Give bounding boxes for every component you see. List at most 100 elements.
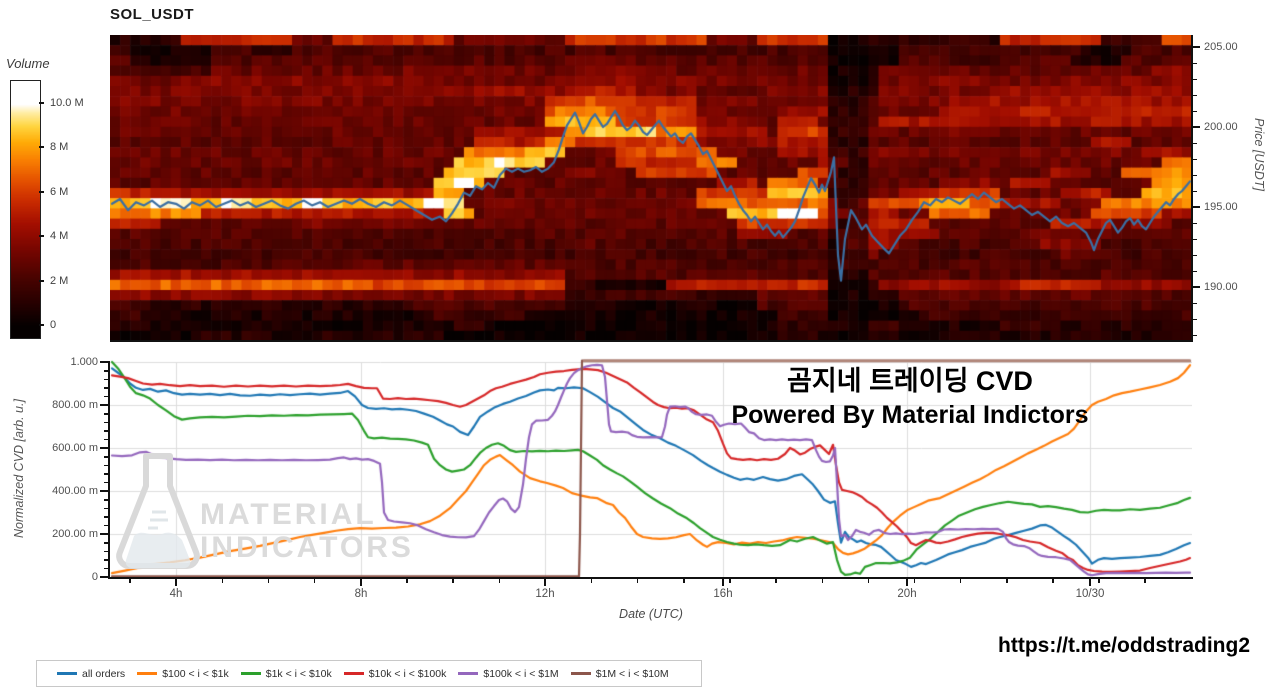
overlay-text: 곰지네 트레이딩 CVD Powered By Material Indicto… bbox=[650, 364, 1170, 432]
x-minor-tick bbox=[267, 579, 270, 583]
overlay-subtitle: Powered By Material Indictors bbox=[731, 401, 1089, 429]
cvd-minor-tick bbox=[104, 438, 108, 441]
colorbar-tick bbox=[39, 280, 44, 282]
price-minor-tick bbox=[1193, 110, 1197, 112]
price-minor-tick bbox=[1193, 318, 1197, 320]
legend-swatch bbox=[57, 672, 77, 675]
legend-item: $100 < i < $1k bbox=[137, 668, 229, 680]
watermark-line2: INDICATORS bbox=[200, 531, 414, 564]
price-minor-tick bbox=[1193, 142, 1197, 144]
x-minor-tick bbox=[1144, 579, 1146, 583]
volume-tick-label: 2 M bbox=[50, 275, 69, 287]
watermark-line1: MATERIAL bbox=[200, 498, 377, 531]
watermark-text: MATERIAL INDICATORS bbox=[200, 498, 414, 564]
x-minor-tick bbox=[729, 579, 731, 583]
legend-item: $1M < i < $10M bbox=[570, 668, 669, 680]
x-minor-tick bbox=[129, 579, 131, 583]
price-minor-tick bbox=[1193, 222, 1197, 224]
volume-tick-label: 4 M bbox=[50, 230, 69, 242]
cvd-axis-label: Normalized CVD [arb. u.] bbox=[12, 399, 26, 539]
x-tick-label: 10/30 bbox=[1075, 588, 1105, 600]
price-minor-tick bbox=[1193, 62, 1197, 64]
cvd-minor-tick bbox=[104, 542, 108, 544]
x-tick-label: 4h bbox=[169, 588, 183, 600]
legend-label: $10k < i < $100k bbox=[368, 667, 447, 680]
colorbar-tick bbox=[39, 235, 44, 237]
cvd-minor-tick bbox=[104, 421, 108, 424]
x-tick-label: 8h bbox=[354, 588, 368, 600]
cvd-major-tick bbox=[100, 447, 108, 449]
price-major-tick bbox=[1193, 286, 1200, 288]
cvd-minor-tick bbox=[104, 395, 108, 398]
x-minor-tick bbox=[452, 579, 454, 583]
x-major-tick bbox=[360, 579, 362, 586]
cvd-minor-tick bbox=[104, 456, 108, 458]
cvd-minor-tick bbox=[104, 430, 108, 432]
price-minor-tick bbox=[1193, 334, 1197, 336]
x-tick-label: 20h bbox=[897, 588, 917, 600]
price-major-tick bbox=[1193, 126, 1200, 128]
x-minor-tick bbox=[959, 579, 962, 583]
cvd-major-tick bbox=[100, 361, 108, 363]
volume-tick-label: 0 bbox=[50, 319, 57, 331]
x-minor-tick bbox=[867, 579, 870, 583]
price-tick-label: 205.00 bbox=[1204, 41, 1238, 53]
cvd-tick-label: 800.00 m bbox=[52, 399, 98, 411]
price-minor-tick bbox=[1193, 158, 1197, 160]
price-tick-label: 195.00 bbox=[1204, 201, 1238, 213]
colorbar-label: Volume bbox=[6, 56, 50, 71]
legend-swatch bbox=[343, 672, 364, 675]
volume-tick-label: 8 M bbox=[50, 141, 69, 153]
price-minor-tick bbox=[1193, 302, 1197, 304]
colorbar-tick bbox=[39, 102, 44, 104]
cvd-legend: all orders $100 < i < $1k $1k < i < $10k $1… bbox=[36, 660, 702, 687]
x-major-tick bbox=[175, 579, 177, 586]
cvd-minor-tick bbox=[104, 413, 108, 415]
x-tick-label: 12h bbox=[535, 588, 555, 600]
price-minor-tick bbox=[1193, 270, 1197, 272]
x-major-tick bbox=[722, 579, 724, 586]
x-minor-tick bbox=[913, 579, 916, 583]
cvd-tick-label: 400.00 m bbox=[52, 485, 98, 497]
cvd-minor-tick bbox=[104, 499, 108, 501]
price-minor-tick bbox=[1193, 94, 1197, 96]
cvd-minor-tick bbox=[104, 481, 108, 484]
volume-tick-label: 6 M bbox=[50, 186, 69, 198]
x-minor-tick bbox=[1052, 579, 1054, 583]
legend-item: all orders bbox=[57, 668, 125, 680]
cvd-x-axis-line bbox=[108, 577, 1193, 579]
flask-icon bbox=[116, 453, 200, 569]
legend-item: $1k < i < $10k bbox=[240, 668, 332, 680]
colorbar-tick bbox=[39, 324, 44, 326]
telegram-url: https://t.me/oddstrading2 bbox=[998, 634, 1250, 657]
cvd-chart bbox=[110, 358, 1192, 579]
price-minor-tick bbox=[1193, 254, 1197, 256]
legend-label: $100 < i < $1k bbox=[162, 667, 229, 680]
overlay-title: 곰지네 트레이딩 CVD bbox=[787, 366, 1033, 396]
price-minor-tick bbox=[1193, 238, 1197, 240]
x-minor-tick bbox=[775, 579, 777, 583]
cvd-tick-label: 0 bbox=[91, 571, 98, 583]
cvd-major-tick bbox=[100, 404, 108, 406]
price-minor-tick bbox=[1193, 78, 1197, 80]
cvd-minor-tick bbox=[104, 464, 108, 467]
cvd-major-tick bbox=[100, 576, 108, 578]
volume-colorbar bbox=[10, 80, 41, 339]
cvd-minor-tick bbox=[104, 387, 108, 389]
cvd-major-tick bbox=[100, 533, 108, 535]
x-major-tick bbox=[1089, 579, 1091, 586]
x-minor-tick bbox=[821, 579, 823, 583]
x-minor-tick bbox=[683, 579, 685, 583]
price-axis-line bbox=[1191, 35, 1193, 342]
x-minor-tick bbox=[221, 579, 224, 583]
cvd-y-axis-line bbox=[108, 361, 110, 579]
legend-label: $100k < i < $1M bbox=[483, 667, 559, 680]
colorbar-tick bbox=[39, 146, 44, 148]
price-tick-label: 200.00 bbox=[1204, 121, 1238, 133]
price-minor-tick bbox=[1193, 174, 1197, 176]
cvd-minor-tick bbox=[104, 559, 108, 561]
volume-tick-label: 10.0 M bbox=[50, 97, 84, 109]
cvd-minor-tick bbox=[104, 567, 108, 570]
legend-label: all orders bbox=[82, 667, 126, 680]
watermark: MATERIAL INDICATORS bbox=[112, 450, 411, 583]
